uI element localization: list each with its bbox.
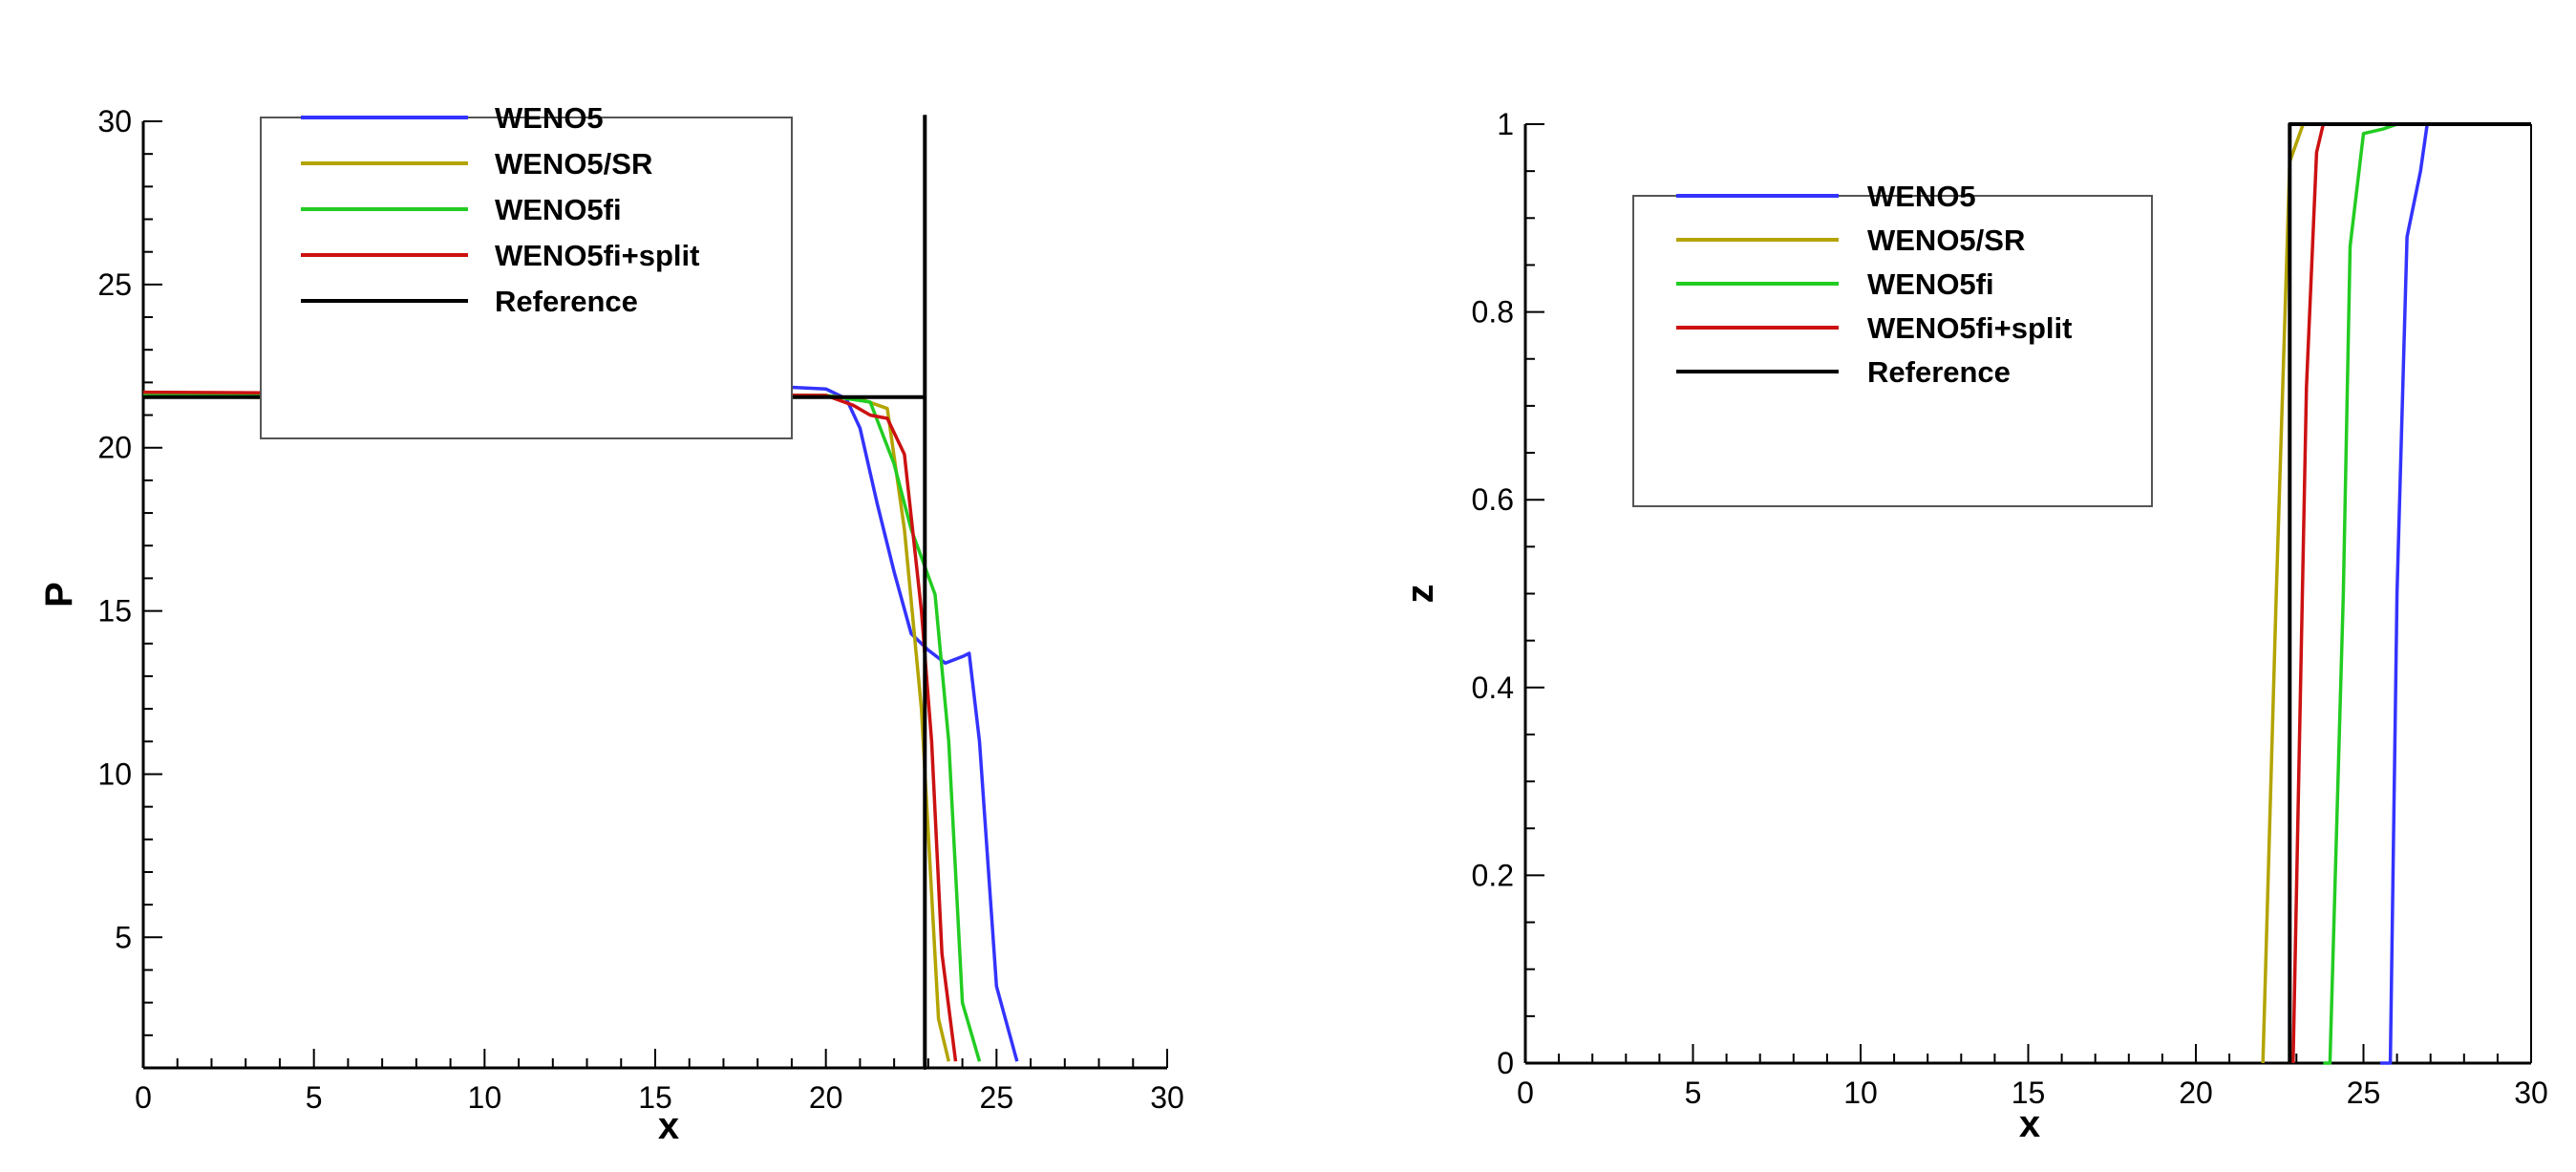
y-tick-label: 30 [97,104,132,139]
series-line-weno5fi [2323,122,2531,1065]
legend: WENO5 WENO5/SR WENO5fi WENO5fi+split Referen… [1632,180,2153,507]
series-line-weno5fi [143,389,982,1062]
x-tick-label: 15 [2012,1076,2046,1110]
legend-label: WENO5 [1867,180,1976,213]
legend-label: WENO5fi [1867,267,1994,301]
y-axis-title: z [1399,585,1441,604]
x-tick-label: 20 [809,1080,843,1115]
y-tick-label: 20 [97,431,132,465]
x-tick-label: 5 [1685,1076,1702,1110]
x-tick-label: 0 [135,1080,152,1115]
y-tick-label: 0.6 [1472,482,1514,517]
series-line-weno5-sr [143,394,951,1062]
x-tick-label: 25 [980,1080,1014,1115]
x-tick-label: 30 [2514,1076,2548,1110]
series-line-weno5 [2380,122,2531,1065]
legend-label: WENO5fi+split [495,239,699,272]
x-tick-label: 20 [2179,1076,2213,1110]
legend-label: WENO5fi [495,193,622,226]
y-axis-title: P [38,582,80,607]
x-tick-label: 15 [638,1080,672,1115]
series-line-reference [2288,122,2531,1063]
legend-label: Reference [1867,355,2011,389]
chart-2: 0 5 10 15 20 25 30 0 0.2 0.4 0.6 0.8 1 x z WENO5 WENO5/S… [1399,107,2548,1145]
legend-box [1632,195,2153,507]
x-axis-title: x [2019,1103,2040,1145]
x-tick-label: 0 [1517,1076,1534,1110]
x-tick-label: 10 [1843,1076,1878,1110]
legend-label: WENO5/SR [495,147,652,181]
x-tick-label: 30 [1150,1080,1184,1115]
y-tick-label: 15 [97,594,132,629]
series-line-weno5fi-split [143,390,958,1062]
legend-label: Reference [495,285,638,318]
y-tick-label: 5 [115,920,132,954]
x-tick-label: 5 [306,1080,323,1115]
y-tick-label: 0.2 [1472,858,1514,892]
x-tick-label: 10 [468,1080,502,1115]
x-tick-label: 25 [2347,1076,2381,1110]
y-tick-label: 0 [1497,1046,1514,1080]
x-axis-title: x [658,1105,679,1147]
y-tick-label: 25 [97,267,132,302]
legend-label: WENO5 [495,101,604,135]
legend: WENO5 WENO5/SR WENO5fi WENO5fi+split Referen… [260,101,793,439]
y-tick-label: 1 [1497,107,1514,141]
y-tick-label: 0.8 [1472,295,1514,330]
series-line-weno5fi-split [2291,122,2531,1064]
y-tick-label: 0.4 [1472,671,1514,705]
legend-label: WENO5/SR [1867,224,2025,257]
series-line-weno5 [143,385,1019,1062]
chart-1: 0 5 10 15 20 25 3051015202530xPWENO5WENO5/SRWE… [38,101,1184,1147]
legend-label: WENO5fi+split [1867,311,2072,345]
legend-box [260,117,793,439]
y-tick-label: 10 [97,756,132,791]
